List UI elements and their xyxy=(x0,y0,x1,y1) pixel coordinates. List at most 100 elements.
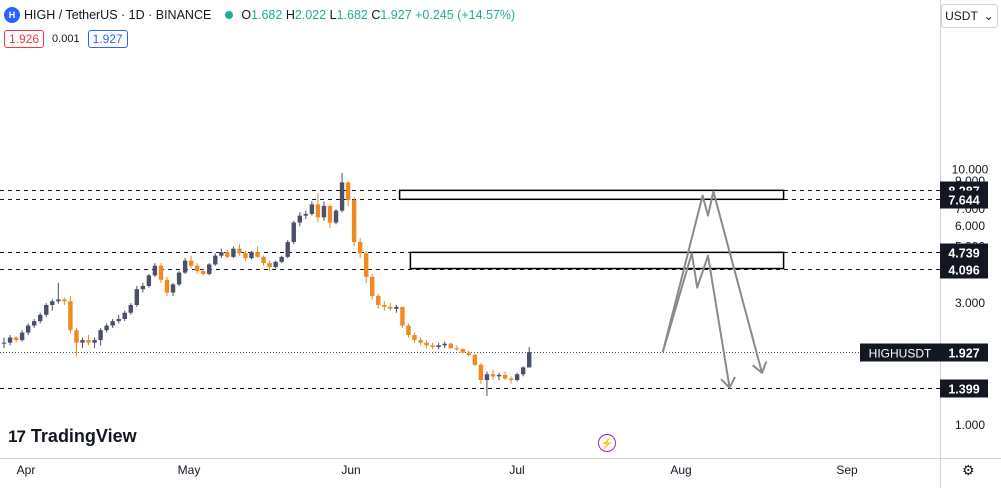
candle-body xyxy=(44,304,49,315)
tradingview-logo[interactable]: 17 TradingView xyxy=(8,426,137,447)
x-tick-label: May xyxy=(178,463,201,477)
currency-label: USDT xyxy=(945,9,978,23)
candle-body xyxy=(364,253,369,277)
y-tick-label: 6.000 xyxy=(955,219,985,233)
y-tick-label: 1.000 xyxy=(955,418,985,432)
candle-body xyxy=(104,325,109,331)
gear-icon[interactable]: ⚙ xyxy=(962,462,975,478)
candle-body xyxy=(62,299,67,302)
price-line-label: 4.739 xyxy=(948,247,979,261)
candle-body xyxy=(13,337,19,341)
candle-body xyxy=(207,264,212,274)
price-line-label-bg xyxy=(940,260,988,279)
low-value: 1.682 xyxy=(336,8,368,22)
ohlc-values: O1.682 H2.022 L1.682 C1.927 +0.245 (+14.… xyxy=(241,8,516,22)
projection-arrowhead xyxy=(720,376,736,389)
candle-body xyxy=(31,321,37,326)
candle-body xyxy=(25,325,31,333)
price-line-label-bg xyxy=(940,243,988,262)
candle-body xyxy=(243,253,248,259)
candle-body xyxy=(182,260,188,273)
candle-body xyxy=(357,242,363,254)
candle-body xyxy=(219,252,224,256)
candle-body xyxy=(50,301,55,305)
price-line-label: 1.399 xyxy=(948,383,979,397)
candle-body xyxy=(225,252,230,257)
candle-body xyxy=(146,275,152,286)
candle-body xyxy=(388,306,393,309)
symbol-logo-icon: H xyxy=(4,7,20,23)
candle-body xyxy=(394,306,399,309)
candle-body xyxy=(291,222,296,243)
currency-selector[interactable]: USDT ⌄ xyxy=(941,4,998,28)
x-tick-label: Apr xyxy=(17,463,36,477)
candle-body xyxy=(315,204,321,218)
candle-body xyxy=(279,256,284,262)
tradingview-name: TradingView xyxy=(30,426,137,446)
candle-body xyxy=(448,343,453,349)
candle-body xyxy=(128,304,133,313)
candle-body xyxy=(490,374,496,377)
candle-body xyxy=(520,367,526,375)
candle-body xyxy=(237,248,242,254)
spread-value: 0.001 xyxy=(52,33,80,45)
candle-body xyxy=(7,337,13,343)
candle-body xyxy=(122,312,127,319)
candle-body xyxy=(170,284,176,293)
bid-price-button[interactable]: 1.926 xyxy=(4,30,45,48)
candle-body xyxy=(80,340,85,343)
high-value: 2.022 xyxy=(294,8,327,22)
candle-body xyxy=(327,205,333,223)
candle-body xyxy=(370,276,375,296)
candle-body xyxy=(514,374,520,381)
projection-arrowhead xyxy=(752,361,768,374)
candle-body xyxy=(152,265,158,276)
symbol-tag: HIGHUSDT xyxy=(869,347,932,361)
candle-body xyxy=(194,265,200,272)
candle-body xyxy=(309,204,315,214)
candle-body xyxy=(255,252,260,257)
legend-header: H HIGH / TetherUS · 1D · BINANCE O1.682 … xyxy=(4,6,515,24)
candle-body xyxy=(430,345,435,347)
open-value: 1.682 xyxy=(251,8,283,22)
x-tick-label: Jul xyxy=(509,463,524,477)
candle-body xyxy=(110,321,115,326)
candle-body xyxy=(345,182,351,200)
candle-body xyxy=(249,252,254,259)
candle-body xyxy=(140,285,146,290)
candle-body xyxy=(231,248,236,257)
candle-body xyxy=(484,374,490,381)
ask-price-button[interactable]: 1.927 xyxy=(87,30,128,48)
candle-body xyxy=(466,352,472,355)
candle-body xyxy=(213,255,218,265)
candle-body xyxy=(351,199,357,243)
candle-body xyxy=(376,295,381,305)
symbol-title[interactable]: HIGH / TetherUS · 1D · BINANCE xyxy=(24,8,212,22)
candle-body xyxy=(502,374,508,379)
candle-body xyxy=(527,352,532,368)
candle-body xyxy=(92,340,97,343)
candle-body xyxy=(164,279,170,293)
candle-body xyxy=(86,340,91,343)
market-status-dot xyxy=(225,11,234,19)
zone-rectangle xyxy=(409,251,785,270)
y-tick-label: 3.000 xyxy=(955,296,985,310)
candle-body xyxy=(454,348,459,350)
candle-body xyxy=(418,340,423,343)
candle-body xyxy=(158,265,164,280)
candle-body xyxy=(1,342,7,344)
candle-body xyxy=(436,345,441,347)
price-line-label: 4.096 xyxy=(948,264,979,278)
candle-body xyxy=(261,256,266,264)
candle-body xyxy=(412,335,417,341)
candle-body xyxy=(38,314,43,322)
candle-body xyxy=(406,325,411,336)
candle-body xyxy=(297,215,303,223)
change-value: +0.245 (+14.57%) xyxy=(415,8,516,22)
price-line-label-bg xyxy=(940,190,988,209)
lightning-icon[interactable]: ⚡ xyxy=(598,434,616,452)
price-line-label-bg xyxy=(940,379,988,398)
zone-rectangle xyxy=(398,189,785,201)
candle-body xyxy=(478,364,484,381)
